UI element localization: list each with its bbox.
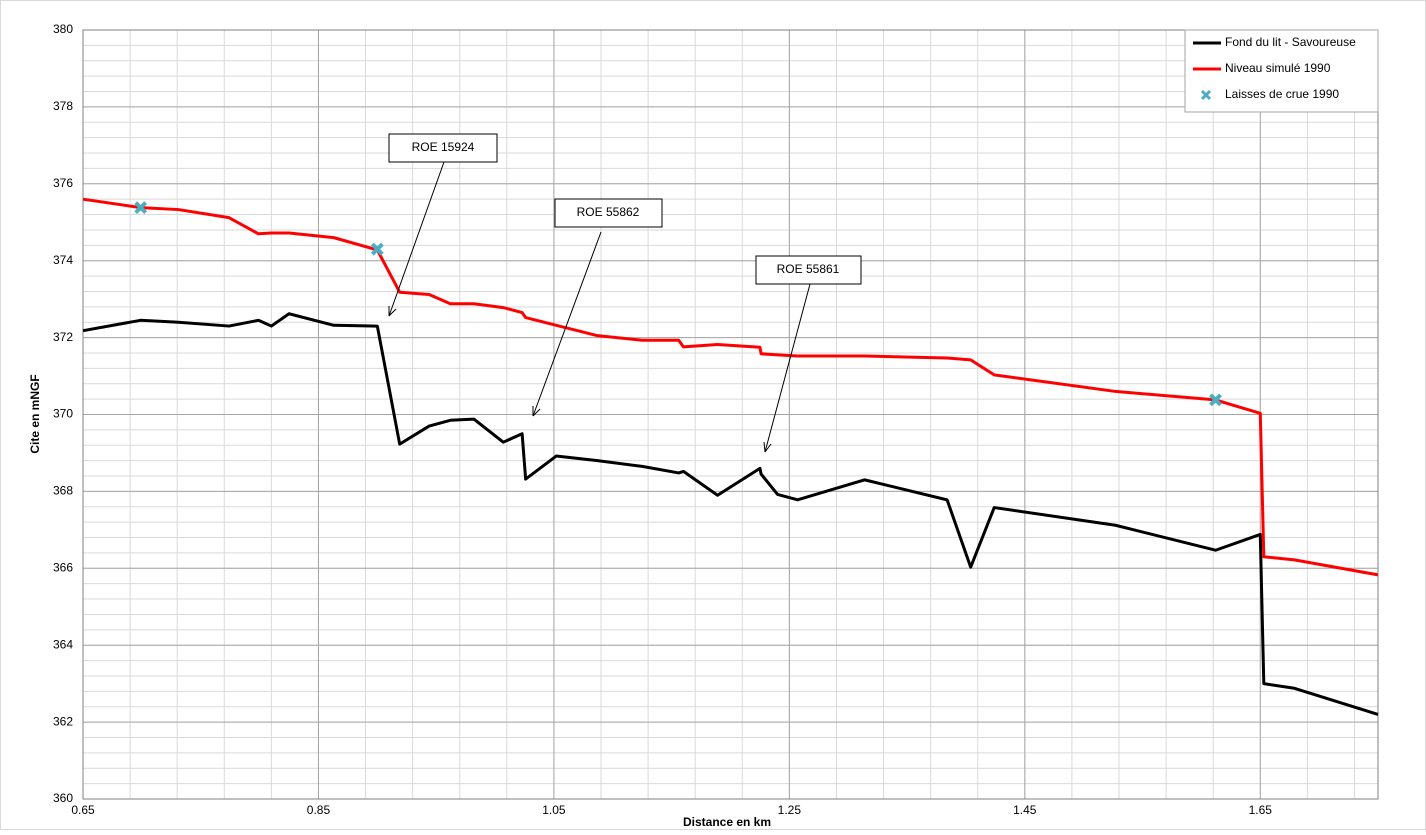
- annotation-arrow: [764, 283, 811, 453]
- legend: Fond du lit - Savoureuse Niveau simulé 19…: [1184, 29, 1379, 113]
- y-axis-label: Cite en mNGF: [28, 374, 42, 453]
- annotation-box: [554, 198, 663, 228]
- y-tick-label: 368: [53, 484, 73, 498]
- y-tick-label: 370: [53, 407, 73, 421]
- y-tick-label: 380: [53, 22, 73, 36]
- legend-label: Laisses de crue 1990: [1225, 87, 1339, 101]
- scatter-point: [370, 242, 384, 256]
- annotation-box: [755, 255, 862, 285]
- annotation-arrow: [388, 161, 445, 317]
- x-tick-label: 1.25: [778, 803, 802, 817]
- arrow-head: [763, 441, 772, 453]
- x-tick-label: 1.65: [1249, 803, 1273, 817]
- y-tick-label: 378: [53, 99, 73, 113]
- plot-border: [82, 29, 1379, 800]
- x-tick-label: 0.85: [307, 803, 331, 817]
- y-tick-label: 364: [53, 637, 73, 651]
- y-tick-label: 374: [53, 253, 73, 267]
- y-tick-label: 376: [53, 176, 73, 190]
- x-axis-label: Distance en km: [683, 815, 771, 829]
- marks: [82, 197, 1379, 716]
- x-tick-label: 1.05: [542, 803, 566, 817]
- line-series: [82, 312, 1379, 716]
- scatter-point: [1209, 393, 1222, 407]
- annotation-arrow: [532, 231, 602, 417]
- annotation: ROE 55862: [577, 205, 640, 219]
- y-tick-label: 372: [53, 330, 73, 344]
- x-tick-label: 1.45: [1013, 803, 1037, 817]
- annotation-box: [388, 133, 498, 163]
- y-tick-label: 360: [53, 791, 73, 805]
- legend-label: Niveau simulé 1990: [1225, 61, 1331, 75]
- annotation: ROE 55861: [777, 262, 840, 276]
- x-tick-label: 0.65: [71, 803, 95, 817]
- line-series: [82, 197, 1379, 577]
- annotation: ROE 15924: [412, 140, 475, 154]
- arrow-head: [532, 406, 541, 417]
- legend-swatch: [1200, 89, 1212, 101]
- legend-label: Fond du lit - Savoureuse: [1225, 35, 1356, 49]
- scatter-point: [134, 201, 148, 215]
- annotations: ROE 15924 ROE 55862 ROE 55861: [388, 133, 862, 453]
- y-tick-label: 366: [53, 560, 73, 574]
- y-tick-label: 362: [53, 714, 73, 728]
- arrow-head: [388, 306, 397, 317]
